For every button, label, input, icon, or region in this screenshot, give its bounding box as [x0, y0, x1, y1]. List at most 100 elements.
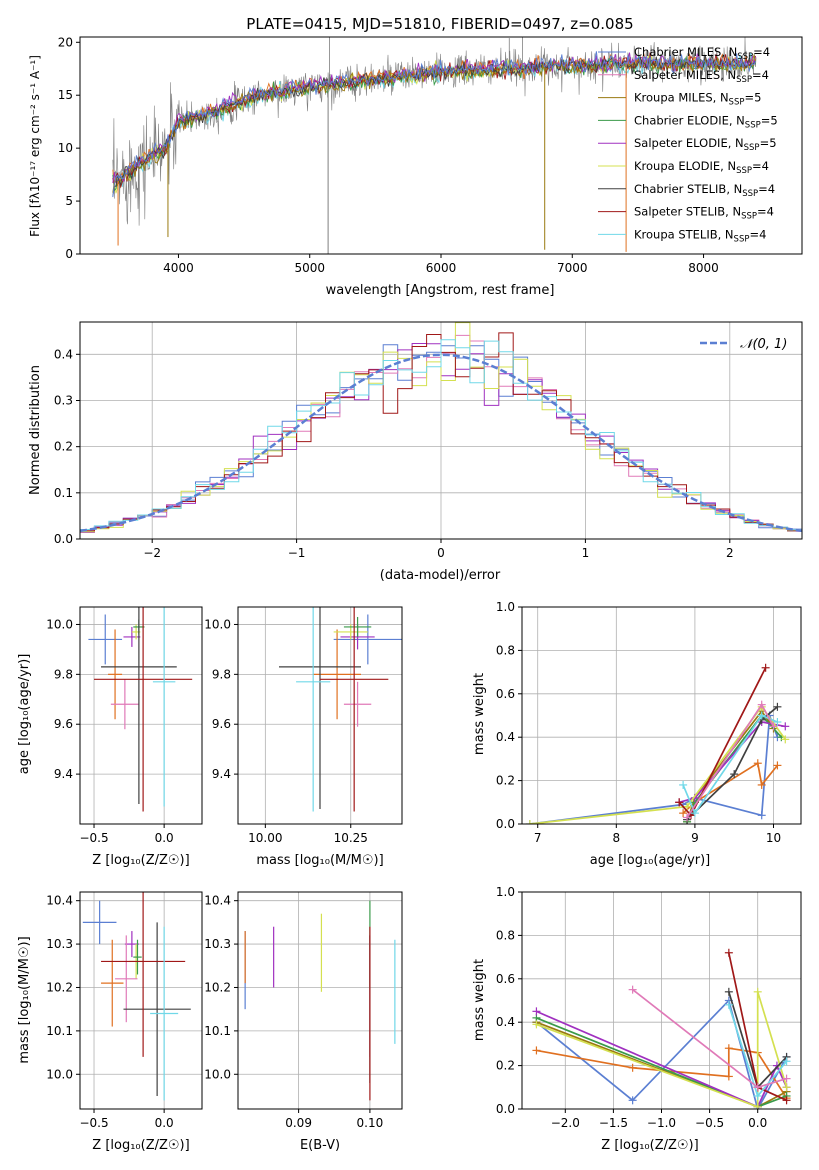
y-tick-label: 0	[65, 247, 73, 261]
y-tick-label: 10.2	[46, 980, 73, 994]
error-bar-point	[88, 614, 123, 665]
weight-point-marker	[781, 735, 790, 744]
y-tick-label: 10.4	[46, 894, 73, 908]
weight-point-marker	[628, 985, 637, 994]
residuals-plot-area: −2 −1 0 1 2 0.0 0.1 0.2 0.3 0.4	[54, 321, 803, 560]
y-axis-label: Normed distribution	[28, 365, 43, 495]
y-tick-label: 9.8	[54, 667, 73, 681]
y-tick-label: 10.0	[204, 1067, 231, 1081]
x-tick-label: 0.0	[748, 1116, 767, 1130]
y-tick-label: 10.0	[46, 1067, 73, 1081]
legend-label: Chabrier ELODIE, NSSP=5	[634, 113, 778, 130]
y-tick-label: 0.6	[496, 972, 515, 986]
y-axis-label: mass weight	[472, 959, 487, 1041]
legend-label-tail: =4	[757, 205, 774, 219]
legend-label: Chabrier MILES, NSSP=4	[634, 45, 770, 62]
y-tick-label: 9.8	[212, 667, 231, 681]
legend-label: Kroupa MILES, NSSP=5	[634, 91, 761, 108]
x-tick-label: −0.5	[695, 1116, 724, 1130]
axes: −2.0 −1.5 −1.0 −0.5 0.0 0.0 0.2 0.4 0.6 0.8 1.0	[496, 885, 802, 1130]
legend-label-main: Chabrier MILES, N	[634, 45, 737, 59]
x-tick-label: −0.5	[79, 831, 108, 845]
legend-label-main: Salpeter ELODIE, N	[634, 136, 744, 150]
x-tick-label: 9	[691, 831, 699, 845]
y-tick-label: 9.6	[54, 717, 73, 731]
plot-body	[88, 607, 193, 812]
error-bar-point	[313, 629, 361, 720]
weight-point-marker	[628, 1096, 637, 1105]
axes-frame	[521, 606, 802, 825]
legend-label-main: Kroupa MILES, N	[634, 91, 729, 105]
model-spectrum	[112, 51, 756, 198]
legend-label: Salpeter STELIB, NSSP=4	[634, 205, 774, 222]
mass-vs-metallicity-panel: −0.5 0.0 10.0 10.1 10.2 10.3 10.4 Z [log₁₀(Z/Z…	[17, 891, 203, 1153]
legend-label-sub: SSP	[745, 120, 761, 130]
legend-label: Chabrier STELIB, NSSP=4	[634, 182, 775, 199]
y-tick-label: 9.6	[212, 717, 231, 731]
normal-curve	[80, 353, 802, 533]
weight-series-line	[536, 1047, 788, 1099]
y-tick-label: 10.2	[204, 980, 231, 994]
legend-label-main: Chabrier ELODIE, N	[634, 113, 745, 127]
legend-label-tail: =5	[760, 136, 777, 150]
spectrum-panel: PLATE=0415, MJD=51810, FIBERID=0497, z=0…	[28, 15, 803, 298]
legend-label-main: Salpeter STELIB, N	[634, 205, 741, 219]
y-tick-label: 0.4	[54, 347, 73, 361]
weight-point-marker	[753, 759, 762, 768]
x-axis-label: wavelength [Angstrom, rest frame]	[326, 283, 555, 298]
legend-label-sub: SSP	[744, 143, 760, 153]
error-bar-point	[123, 922, 191, 1096]
model-spectrum	[112, 53, 756, 197]
y-tick-label: 0.0	[496, 817, 515, 831]
weight-series-line	[686, 706, 778, 821]
error-bar-point	[94, 607, 193, 812]
weight-point-marker	[757, 811, 766, 820]
age-vs-metallicity-plot-area: −0.5 0.0 9.4 9.6 9.8 10.0	[46, 606, 203, 845]
residuals-panel: −2 −1 0 1 2 0.0 0.1 0.2 0.3 0.4 (data-model)/erro…	[28, 321, 803, 583]
weight-point-marker	[683, 813, 692, 822]
x-axis-label: Z [log₁₀(Z/Z☉)]	[92, 1138, 189, 1153]
legend-label: Salpeter MILES, NSSP=4	[634, 68, 769, 85]
weight-point-marker	[769, 722, 778, 731]
y-tick-label: 0.0	[496, 1102, 515, 1116]
y-tick-label: 10.3	[46, 937, 73, 951]
error-bar-point	[279, 607, 361, 810]
weight-point-marker	[628, 1063, 637, 1072]
y-tick-label: 10.0	[46, 617, 73, 631]
x-tick-label: 7000	[557, 261, 588, 275]
y-tick-label: 9.4	[54, 767, 73, 781]
weight-vs-age-panel: 7 8 9 10 0.0 0.2 0.4 0.6 0.8 1.0 age [log₁₀(age/y…	[472, 600, 802, 868]
weight-point-marker	[757, 700, 766, 709]
weight-point-marker	[525, 820, 534, 824]
y-tick-label: 10	[58, 141, 73, 155]
x-tick-label: −0.5	[79, 1116, 108, 1130]
residual-histogram	[80, 339, 802, 531]
age-vs-mass-plot-area: 10.00 10.25 9.4 9.6 9.8 10.0	[204, 606, 403, 845]
axes: 4000 5000 6000 7000 8000 0 5 10 15 20	[58, 35, 803, 275]
error-bar-point	[343, 616, 372, 637]
y-axis-label: mass weight	[472, 673, 487, 755]
weight-point-marker	[724, 948, 733, 957]
x-axis-label: E(B-V)	[300, 1138, 340, 1153]
axes: 10.00 10.25 9.4 9.6 9.8 10.0	[204, 606, 403, 845]
weight-vs-metallicity-panel: −2.0 −1.5 −1.0 −0.5 0.0 0.0 0.2 0.4 0.6 0.8 1.0 Z …	[472, 885, 802, 1153]
weight-point-marker	[532, 1046, 541, 1055]
error-bar-point	[152, 607, 176, 807]
y-axis-label: Flux [fλ10⁻¹⁷ erg cm⁻² s⁻¹ A⁻¹]	[28, 55, 42, 237]
y-tick-label: 10.3	[204, 937, 231, 951]
legend-label: Kroupa STELIB, NSSP=4	[634, 227, 766, 244]
legend-label-tail: =4	[752, 68, 769, 82]
x-tick-label: 8	[612, 831, 620, 845]
legend-label-normal: 𝒩(0, 1)	[740, 337, 787, 352]
error-bar-point	[296, 607, 331, 812]
legend-label: Kroupa ELODIE, NSSP=4	[634, 159, 769, 176]
legend-label-sub: SSP	[736, 166, 752, 176]
weight-point-marker	[753, 1102, 762, 1109]
plot-body	[82, 892, 191, 1101]
x-tick-label: 5000	[294, 261, 325, 275]
y-tick-label: 1.0	[496, 600, 515, 614]
chart-title: PLATE=0415, MJD=51810, FIBERID=0497, z=0…	[246, 15, 633, 33]
legend-label-sub: SSP	[737, 52, 753, 62]
weight-point-marker	[773, 761, 782, 770]
legend-label-tail: =4	[758, 182, 775, 196]
